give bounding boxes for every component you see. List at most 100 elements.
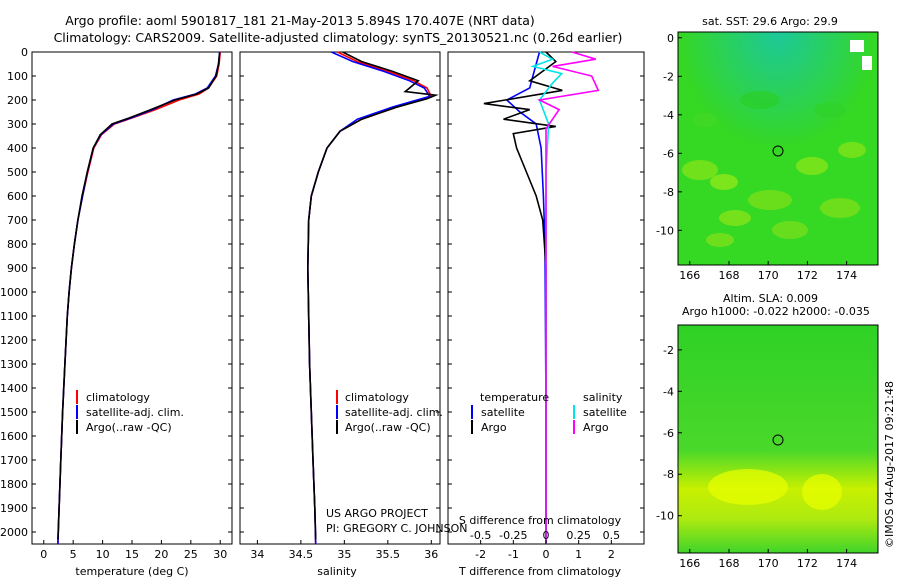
sst-land-mask — [850, 40, 864, 52]
salinity-ticks: 34 34.5 35 35.5 36 — [240, 51, 440, 561]
series-line-argo-raw-qc — [306, 51, 439, 540]
salinity-difference-tick-label: 0.5 — [603, 529, 621, 542]
map-lon-tick-label: 168 — [718, 557, 739, 570]
map-lon-tick-label: 172 — [797, 269, 818, 282]
depth-tick-label: 1100 — [0, 310, 28, 323]
depth-tick-label: 400 — [7, 142, 28, 155]
salinity-panel: 34 34.5 35 35.5 36 salinity climatology sate… — [239, 51, 467, 578]
temperature-ticks: 0100200300400500600700800900100011001200… — [0, 46, 232, 561]
sla-map-frame — [677, 324, 879, 554]
temperature-tick-label: 10 — [96, 548, 110, 561]
salinity-difference-tick-label: -0.25 — [499, 529, 527, 542]
depth-tick-label: 1000 — [0, 286, 28, 299]
depth-tick-label: 100 — [7, 70, 28, 83]
series-line-satellite-adj-clim — [57, 51, 221, 545]
temperature-difference-tick-label: 1 — [575, 548, 582, 561]
temperature-tick-label: 30 — [213, 548, 227, 561]
legend-s-argo-label: Argo — [583, 421, 609, 434]
sst-map-frame — [677, 31, 879, 266]
temperature-tick-label: 5 — [70, 548, 77, 561]
map-lat-tick-label: -6 — [663, 427, 674, 440]
sst-map: sat. SST: 29.6 Argo: 29.9 166 168 170 172 17… — [656, 15, 879, 282]
map-lat-tick-label: -8 — [663, 186, 674, 199]
temperature-difference-tick-label: -2 — [475, 548, 486, 561]
series-line-argo-raw-qc — [57, 53, 221, 540]
difference-legend: temperature salinity satellite Argo sate… — [471, 391, 627, 434]
credit-line2: PI: GREGORY C. JOHNSON — [326, 522, 467, 535]
sla-map-high-patch — [708, 469, 788, 505]
temperature-difference-tick-label: -1 — [508, 548, 519, 561]
sst-land-mask — [862, 56, 872, 70]
series-line-temperature-satellite — [505, 51, 547, 544]
salinity-tick-label: 36 — [424, 548, 438, 561]
sst-float-circle-marker — [772, 145, 784, 157]
temperature-legend: climatology satellite-adj. clim. Argo(..… — [76, 390, 184, 434]
map-lat-tick-label: -6 — [663, 147, 674, 160]
map-lon-tick-label: 170 — [758, 269, 779, 282]
map-lat-tick-label: -2 — [663, 70, 674, 83]
temperature-tick-label: 0 — [40, 548, 47, 561]
depth-tick-label: 500 — [7, 166, 28, 179]
sst-warm-patch — [682, 160, 718, 180]
salinity-tick-label: 35.5 — [376, 548, 401, 561]
sst-warm-patch — [740, 91, 780, 109]
legend-argo-label: Argo(..raw -QC) — [86, 421, 172, 434]
map-lat-tick-label: -4 — [663, 109, 674, 122]
sla-map-title-line1: Altim. SLA: 0.009 — [723, 292, 818, 305]
temperature-tick-label: 25 — [184, 548, 198, 561]
map-lon-tick-label: 172 — [797, 557, 818, 570]
depth-tick-label: 1400 — [0, 382, 28, 395]
temperature-tick-label: 15 — [125, 548, 139, 561]
series-line-satellite-adj-clim — [306, 51, 431, 545]
series-line-temperature-argo — [483, 51, 563, 544]
map-lon-tick-label: 174 — [836, 269, 857, 282]
salinity-tick-label: 35 — [337, 548, 351, 561]
temperature-tick-label: 20 — [154, 548, 168, 561]
depth-tick-label: 2000 — [0, 526, 28, 539]
series-line-salinity-satellite — [530, 51, 564, 544]
sst-warm-patch — [693, 113, 717, 127]
map-lat-tick-label: 0 — [667, 32, 674, 45]
temperature-axes-frame — [31, 51, 233, 545]
map-lat-tick-label: -2 — [663, 344, 674, 357]
salinity-difference-tick-label: 0.25 — [566, 529, 591, 542]
depth-tick-label: 1500 — [0, 406, 28, 419]
sst-warm-patch — [710, 174, 738, 190]
sla-map-field — [678, 325, 878, 553]
depth-tick-label: 1900 — [0, 502, 28, 515]
depth-tick-label: 200 — [7, 94, 28, 107]
sst-warm-patch — [814, 102, 846, 118]
sla-map-high-patch — [802, 474, 842, 510]
depth-tick-label: 600 — [7, 190, 28, 203]
map-lon-tick-label: 168 — [718, 269, 739, 282]
difference-ticks: -2 -1 0 1 2 -0.5 -0.25 0 0.25 0.5 — [448, 51, 644, 561]
map-lon-tick-label: 174 — [836, 557, 857, 570]
depth-tick-label: 0 — [21, 46, 28, 59]
sst-warm-patch — [772, 221, 808, 239]
temperature-lines — [57, 51, 221, 545]
depth-tick-label: 1800 — [0, 478, 28, 491]
sst-map-title: sat. SST: 29.6 Argo: 29.9 — [702, 15, 838, 28]
sst-warm-patch — [820, 198, 860, 218]
salinity-difference-tick-label: -0.5 — [470, 529, 491, 542]
legend-t-argo-label: Argo — [481, 421, 507, 434]
temperature-xlabel: temperature (deg C) — [75, 565, 188, 578]
legend-temperature-title: temperature — [480, 391, 549, 404]
difference-panel: -2 -1 0 1 2 -0.5 -0.25 0 0.25 0.5 S difference fr… — [447, 51, 645, 578]
depth-tick-label: 800 — [7, 238, 28, 251]
figure-title-line2: Climatology: CARS2009. Satellite-adjuste… — [54, 30, 623, 45]
sst-map-texture — [682, 40, 872, 247]
salinity-tick-label: 34 — [250, 548, 264, 561]
series-line-climatology — [306, 51, 433, 545]
depth-tick-label: 1200 — [0, 334, 28, 347]
salinity-tick-label: 34.5 — [289, 548, 314, 561]
salinity-axes-frame — [239, 51, 441, 545]
sst-warm-patch — [748, 190, 792, 210]
sla-map-ticks: 166 168 170 172 174 -2 -4 -6 -8 -10 — [656, 344, 857, 570]
legend-climatology-label: climatology — [86, 391, 150, 404]
difference-lines — [483, 51, 600, 544]
footer-timestamp: ©IMOS 04-Aug-2017 09:21:48 — [883, 381, 896, 548]
legend-argo-label: Argo(..raw -QC) — [345, 421, 431, 434]
difference-xlabel-bottom: T difference from climatology — [458, 565, 621, 578]
series-line-salinity-argo — [536, 51, 600, 544]
